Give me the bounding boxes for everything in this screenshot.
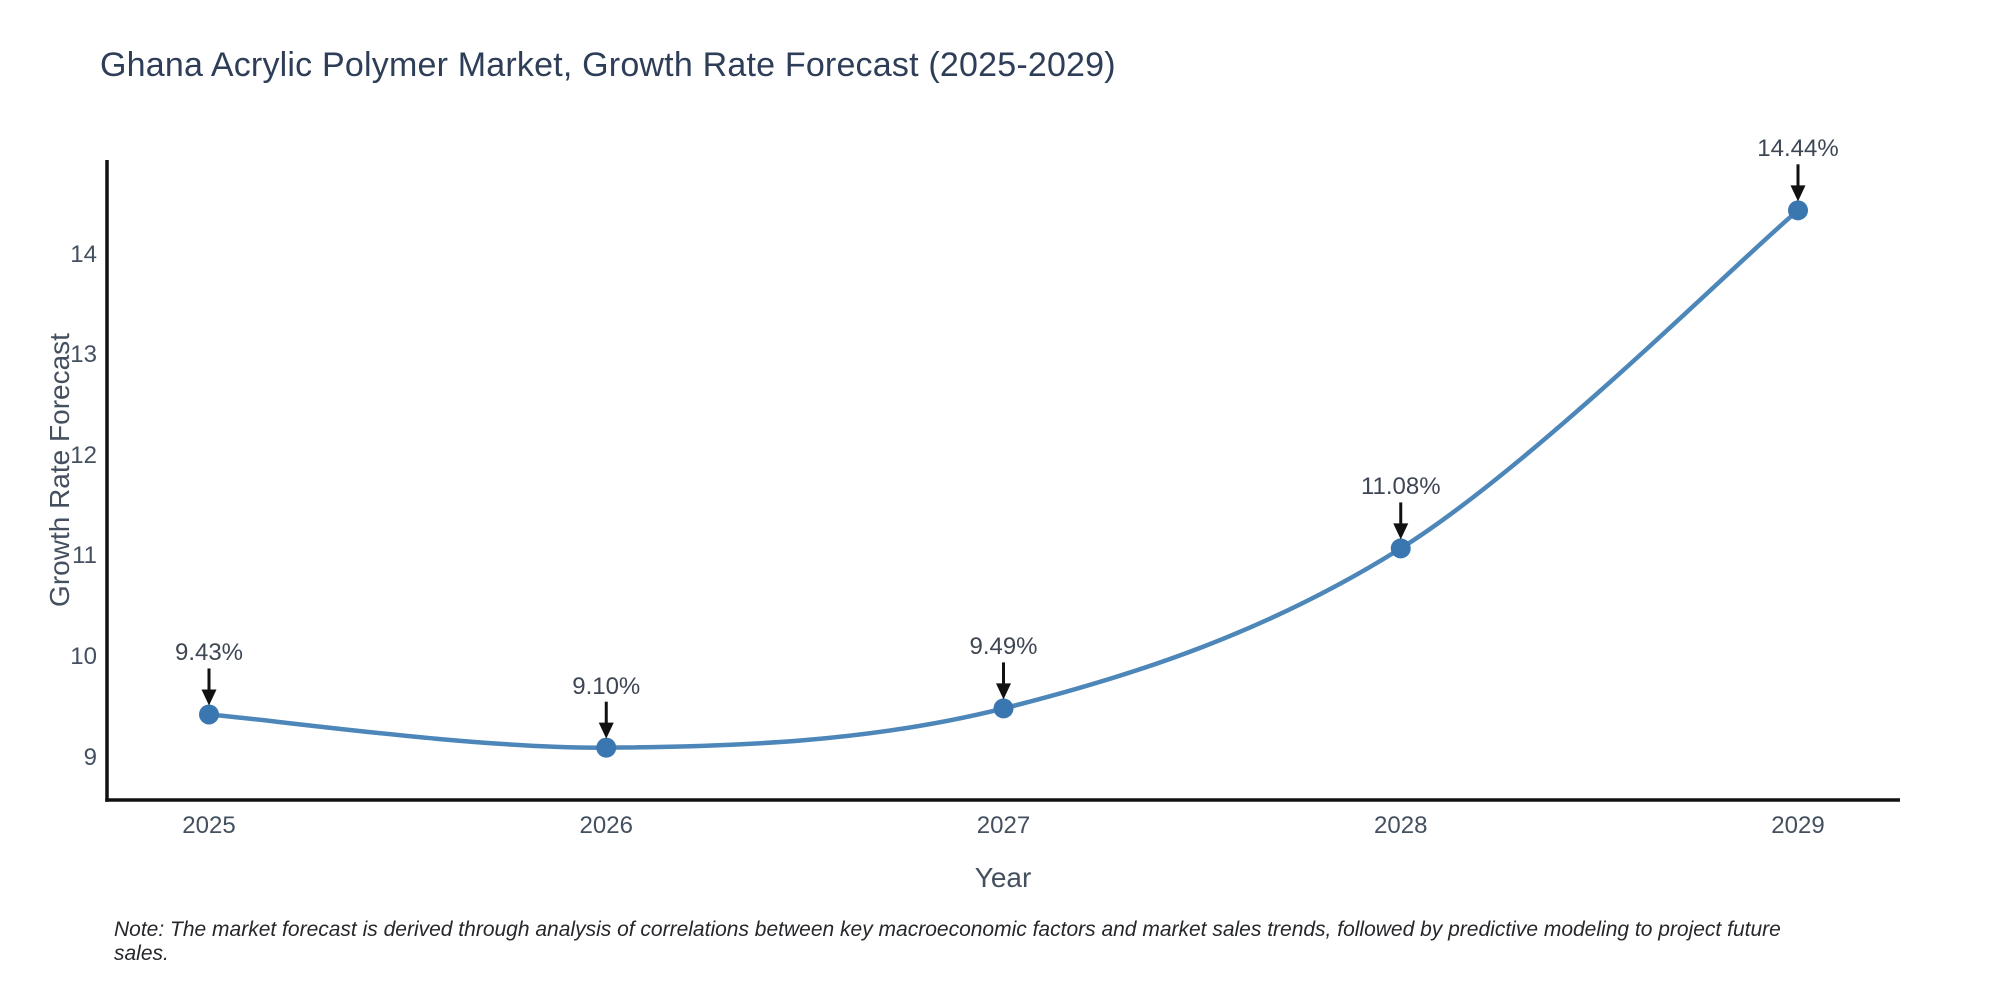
x-tick-label: 2027 <box>976 812 1031 839</box>
annotation-arrowhead <box>598 722 614 739</box>
data-point-marker <box>596 737 617 758</box>
annotation-arrowhead <box>1790 185 1806 202</box>
x-tick-label: 2025 <box>182 812 236 839</box>
y-tick-label: 13 <box>70 341 97 369</box>
point-value-label: 14.44% <box>1757 135 1839 163</box>
data-point-marker <box>199 704 219 725</box>
point-value-label: 11.08% <box>1360 473 1441 501</box>
data-point-marker <box>1390 538 1411 559</box>
annotation-arrowhead <box>1393 523 1409 540</box>
y-tick-label: 9 <box>83 743 97 771</box>
point-value-label: 9.49% <box>969 633 1038 661</box>
x-tick-label: 2029 <box>1771 812 1825 839</box>
data-point-marker <box>993 698 1014 719</box>
annotation-arrowhead <box>996 683 1011 700</box>
y-tick-label: 12 <box>70 441 97 469</box>
chart-title: Ghana Acrylic Polymer Market, Growth Rat… <box>100 46 1116 84</box>
y-axis-title: Growth Rate Forecast <box>44 333 75 607</box>
annotation-arrowhead <box>201 689 217 706</box>
x-axis-title: Year <box>974 862 1032 893</box>
data-point-marker <box>1788 200 1808 221</box>
x-tick-label: 2028 <box>1374 812 1428 839</box>
footnote: Note: The market forecast is derived thr… <box>114 918 1781 965</box>
y-tick-label: 10 <box>70 643 97 671</box>
point-value-label: 9.43% <box>174 639 244 667</box>
point-value-label: 9.10% <box>572 672 641 700</box>
x-tick-label: 2026 <box>579 812 633 839</box>
y-tick-label: 14 <box>70 240 97 268</box>
y-tick-label: 11 <box>72 542 97 570</box>
